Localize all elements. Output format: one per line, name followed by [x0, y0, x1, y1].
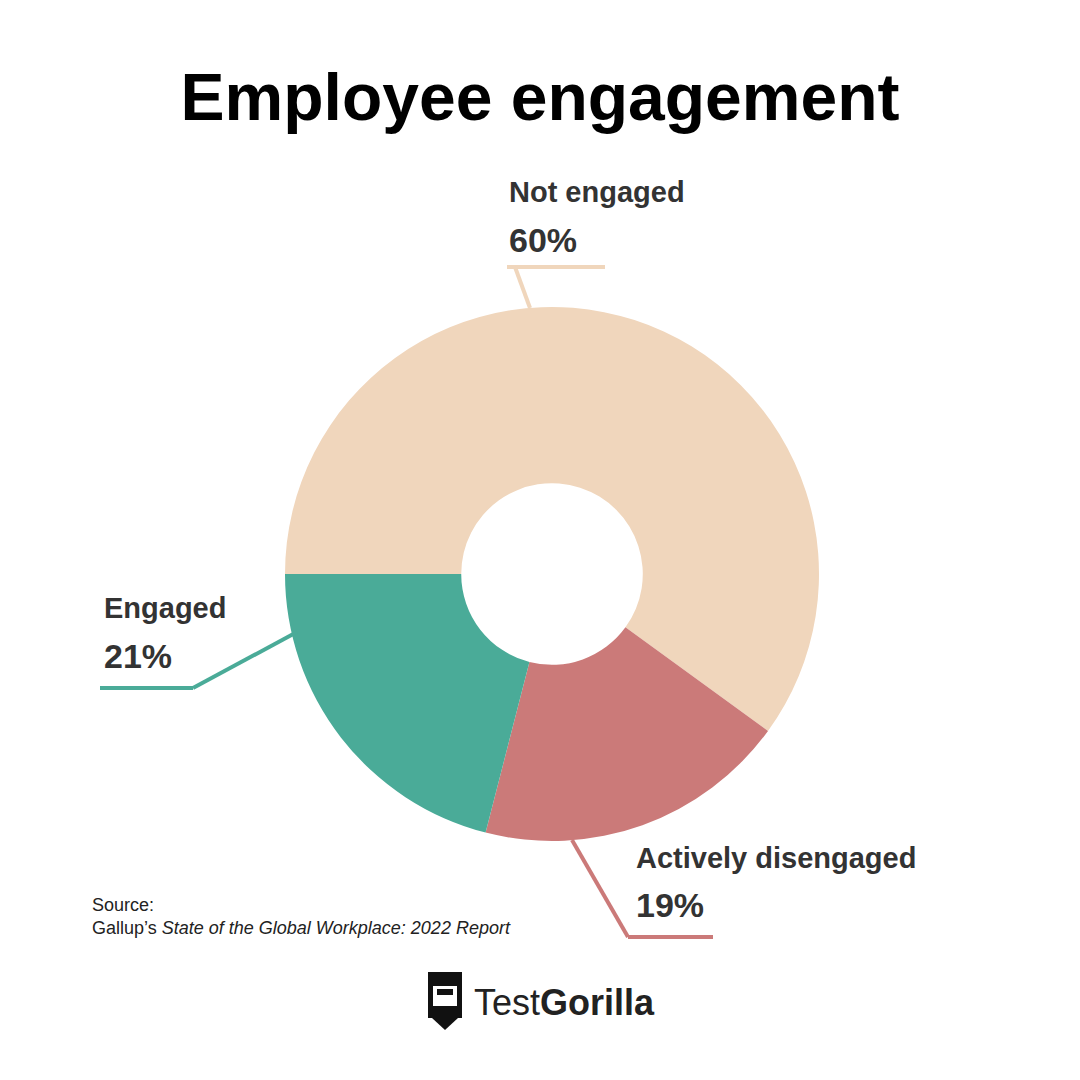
svg-text:TestGorilla: TestGorilla	[474, 982, 655, 1023]
svg-text:21%: 21%	[104, 637, 172, 675]
svg-text:Not engaged: Not engaged	[509, 176, 685, 208]
svg-text:Actively disengaged: Actively disengaged	[636, 842, 916, 874]
svg-text:Employee engagement: Employee engagement	[181, 60, 900, 134]
svg-text:Source:Gallup’s State of the G: Source:Gallup’s State of the Global Work…	[92, 895, 511, 938]
svg-text:Engaged: Engaged	[104, 592, 226, 624]
svg-text:19%: 19%	[636, 886, 704, 924]
svg-text:60%: 60%	[509, 221, 577, 259]
